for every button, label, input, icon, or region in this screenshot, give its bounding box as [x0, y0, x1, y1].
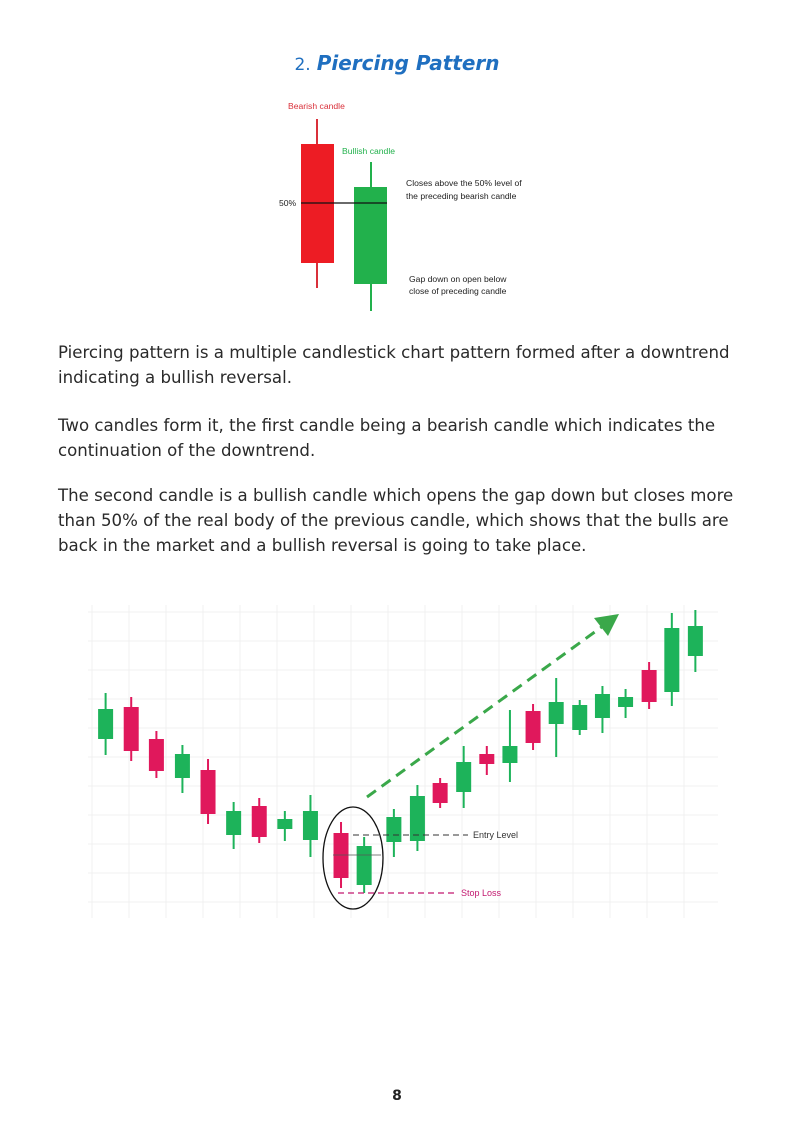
candle-bearish [148, 731, 164, 778]
candle-body [174, 754, 190, 778]
candle-bullish [302, 795, 318, 857]
candle-body [572, 705, 588, 730]
candle-body [525, 711, 541, 743]
candle-body [123, 707, 139, 751]
candles [98, 610, 703, 893]
paragraph-3: The second candle is a bullish candle wh… [58, 483, 748, 558]
bullish-label: Bullish candle [342, 146, 395, 156]
entry-level-label: Entry Level [473, 830, 518, 840]
candle-body [664, 628, 680, 692]
candle-bullish [664, 613, 680, 706]
candle-body [548, 702, 564, 724]
closes-note-line-1: Closes above the 50% level of [406, 178, 522, 188]
candle-body [456, 762, 472, 792]
candle-bearish [479, 746, 495, 775]
text-line: than 50% of the real body of the previou… [58, 511, 729, 530]
gap-note-line-1: Gap down on open below [409, 274, 507, 284]
candle-body [356, 846, 372, 885]
candle-body [333, 833, 349, 878]
candle-bullish [226, 802, 242, 849]
stop-loss-label: Stop Loss [461, 888, 502, 898]
candle-bearish [123, 697, 139, 761]
candle-bullish [594, 686, 610, 733]
gap-note-line-2: close of preceding candle [409, 286, 507, 296]
candle-bullish [174, 745, 190, 793]
candle-bearish [641, 662, 657, 709]
page-number: 8 [392, 1088, 402, 1104]
trend-arrow-line [366, 624, 604, 799]
candle-body [641, 670, 657, 702]
text-line: Piercing pattern is a multiple candlesti… [58, 343, 730, 362]
section-number: 2. [294, 55, 311, 75]
candle-bearish [525, 704, 541, 750]
paragraph-1: Piercing pattern is a multiple candlesti… [58, 340, 748, 390]
candle-bullish [409, 785, 425, 851]
candle-bullish [98, 693, 114, 755]
candle-bullish [356, 837, 372, 893]
candle-bullish [687, 610, 703, 672]
candle-body [98, 709, 114, 739]
grid [88, 605, 718, 918]
candle-bullish [548, 678, 564, 757]
fifty-percent-label: 50% [279, 198, 297, 208]
paragraph-2: Two candles form it, the first candle be… [58, 413, 748, 463]
candle-bullish [502, 710, 518, 782]
candle-body [277, 819, 293, 829]
candle-bullish [572, 700, 588, 735]
pattern-highlight-circle [322, 806, 384, 910]
section-heading: 2. Piercing Pattern [0, 51, 794, 75]
text-line: indicating a bullish reversal. [58, 368, 292, 387]
text-line: continuation of the downtrend. [58, 441, 316, 460]
candle-body [594, 694, 610, 718]
candle-body [251, 806, 267, 837]
candle-bullish [386, 809, 402, 857]
candle-body [618, 697, 634, 707]
bearish-label: Bearish candle [288, 101, 345, 111]
candle-bearish [432, 778, 448, 808]
candle-body [226, 811, 242, 835]
candle-body [479, 754, 495, 764]
candle-body [409, 796, 425, 841]
candle-body [148, 739, 164, 771]
candle-bullish [456, 746, 472, 808]
text-line: The second candle is a bullish candle wh… [58, 486, 734, 505]
candle-body [302, 811, 318, 840]
candle-body [502, 746, 518, 763]
candle-bearish [200, 759, 216, 824]
section-title: Piercing Pattern [316, 51, 500, 75]
candle-body [432, 783, 448, 803]
candle-bullish [277, 811, 293, 841]
candle-body [200, 770, 216, 814]
candle-body [386, 817, 402, 842]
trend-arrow-head-icon [594, 614, 619, 636]
candle-body [687, 626, 703, 656]
closes-note-line-2: the preceding bearish candle [406, 191, 517, 201]
candle-bullish [618, 689, 634, 718]
text-line: back in the market and a bullish reversa… [58, 536, 587, 555]
text-line: Two candles form it, the first candle be… [58, 416, 716, 435]
candle-bearish [251, 798, 267, 843]
